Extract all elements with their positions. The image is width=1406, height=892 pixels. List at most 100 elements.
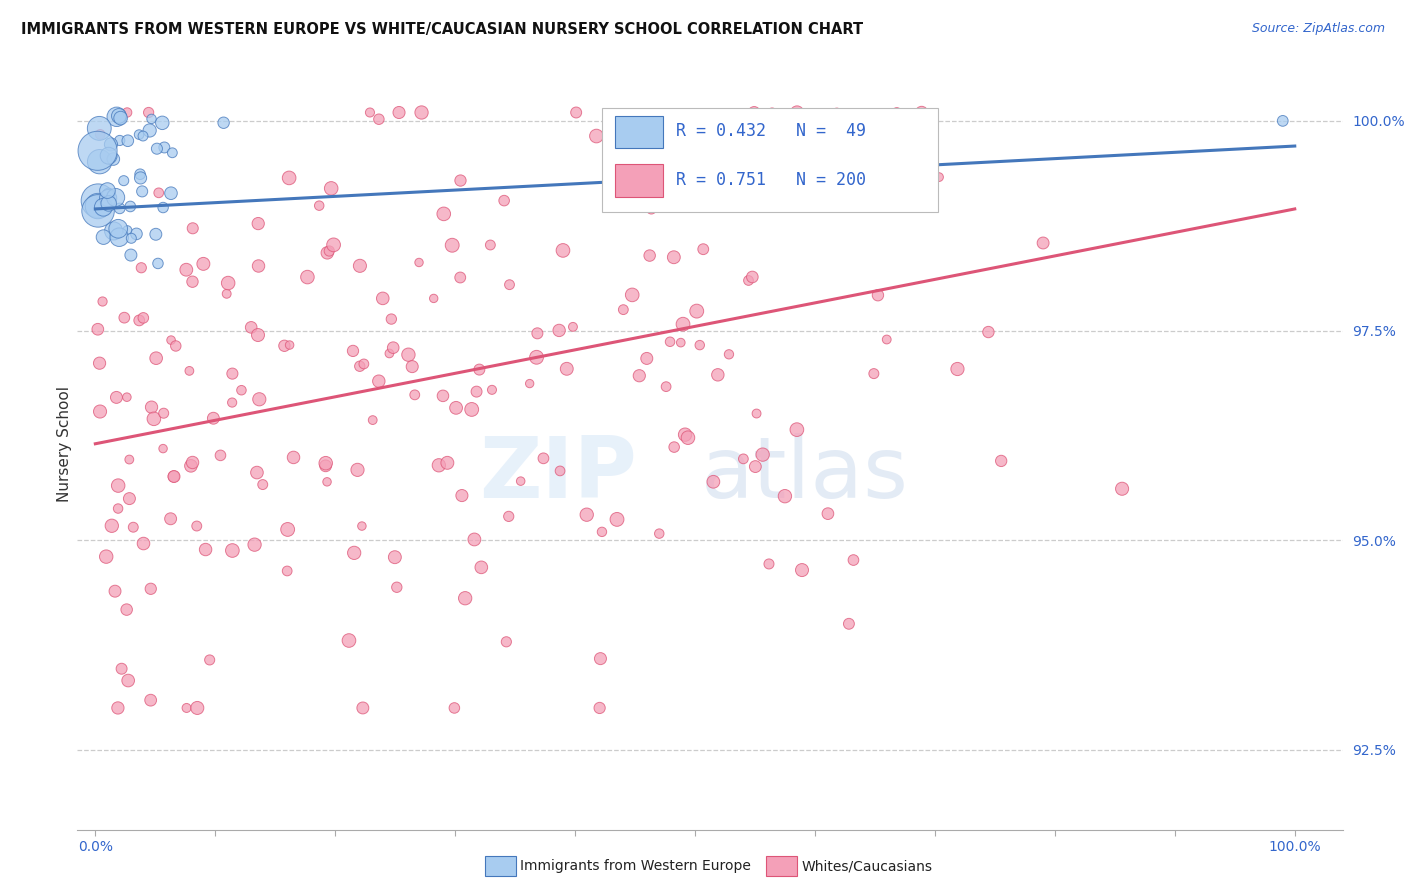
Point	[526, 326, 548, 341]
Point	[117, 134, 139, 148]
Point	[141, 112, 163, 126]
Point	[277, 523, 299, 537]
Point	[198, 653, 221, 667]
Point	[297, 270, 319, 285]
Point	[621, 288, 644, 302]
Point	[640, 202, 662, 216]
Point	[606, 512, 628, 526]
Point	[145, 227, 167, 242]
Point	[163, 469, 186, 483]
Point	[176, 701, 198, 715]
Point	[107, 221, 129, 235]
Point	[371, 292, 394, 306]
Point	[315, 456, 337, 470]
Point	[181, 275, 204, 289]
Point	[160, 186, 183, 201]
Point	[108, 230, 131, 244]
FancyBboxPatch shape	[603, 108, 938, 212]
Point	[866, 288, 889, 302]
Point	[737, 273, 759, 287]
Point	[343, 546, 366, 560]
Point	[163, 469, 186, 483]
Point	[89, 121, 111, 136]
Point	[676, 431, 699, 445]
Point	[780, 172, 803, 186]
Point	[526, 351, 548, 365]
Point	[427, 458, 450, 473]
Point	[886, 105, 908, 120]
Point	[93, 230, 115, 244]
Point	[494, 194, 516, 208]
Point	[977, 325, 1000, 339]
Point	[509, 474, 531, 488]
Point	[443, 701, 465, 715]
Point	[498, 509, 520, 524]
Point	[350, 519, 373, 533]
Point	[450, 173, 472, 187]
Point	[349, 259, 371, 273]
Point	[588, 701, 610, 715]
Point	[120, 199, 142, 213]
Point	[498, 277, 520, 292]
Point	[152, 201, 174, 215]
Point	[575, 508, 598, 522]
Point	[152, 406, 174, 420]
Point	[202, 411, 225, 425]
Point	[221, 367, 243, 381]
Point	[215, 286, 238, 301]
Point	[388, 105, 411, 120]
Point	[380, 312, 402, 326]
Point	[460, 402, 482, 417]
FancyBboxPatch shape	[616, 164, 664, 197]
Text: IMMIGRANTS FROM WESTERN EUROPE VS WHITE/CAUCASIAN NURSERY SCHOOL CORRELATION CHA: IMMIGRANTS FROM WESTERN EUROPE VS WHITE/…	[21, 22, 863, 37]
Point	[519, 376, 541, 391]
Point	[115, 105, 138, 120]
Point	[810, 180, 832, 194]
Point	[533, 451, 555, 466]
Text: atlas: atlas	[702, 434, 908, 516]
Point	[659, 334, 682, 349]
Point	[115, 602, 138, 616]
Point	[468, 362, 491, 376]
Point	[702, 475, 724, 489]
Point	[112, 174, 135, 188]
Point	[142, 412, 165, 426]
Point	[342, 343, 364, 358]
Point	[115, 390, 138, 404]
Point	[876, 333, 898, 347]
Point	[669, 335, 692, 350]
Point	[741, 270, 763, 285]
Point	[120, 248, 142, 262]
Point	[928, 170, 950, 185]
Point	[555, 361, 578, 376]
Point	[252, 477, 274, 491]
Point	[359, 105, 381, 120]
Point	[139, 582, 162, 596]
Point	[276, 564, 298, 578]
Point	[193, 257, 215, 271]
Point	[751, 448, 773, 462]
Point	[152, 442, 174, 456]
Point	[129, 167, 152, 181]
Point	[141, 400, 163, 414]
Point	[107, 478, 129, 492]
Point	[349, 359, 371, 374]
Point	[131, 185, 153, 199]
Point	[479, 238, 502, 252]
Point	[150, 116, 173, 130]
Point	[117, 223, 139, 237]
Point	[825, 105, 848, 120]
Point	[548, 323, 571, 337]
Point	[105, 110, 128, 124]
Point	[742, 105, 765, 120]
Point	[946, 362, 969, 376]
Point	[353, 357, 375, 371]
Point	[108, 109, 131, 123]
Point	[790, 563, 813, 577]
Point	[128, 313, 150, 327]
Point	[112, 310, 135, 325]
Point	[361, 413, 384, 427]
Point	[1032, 235, 1054, 250]
Point	[408, 255, 430, 269]
Point	[96, 184, 118, 198]
